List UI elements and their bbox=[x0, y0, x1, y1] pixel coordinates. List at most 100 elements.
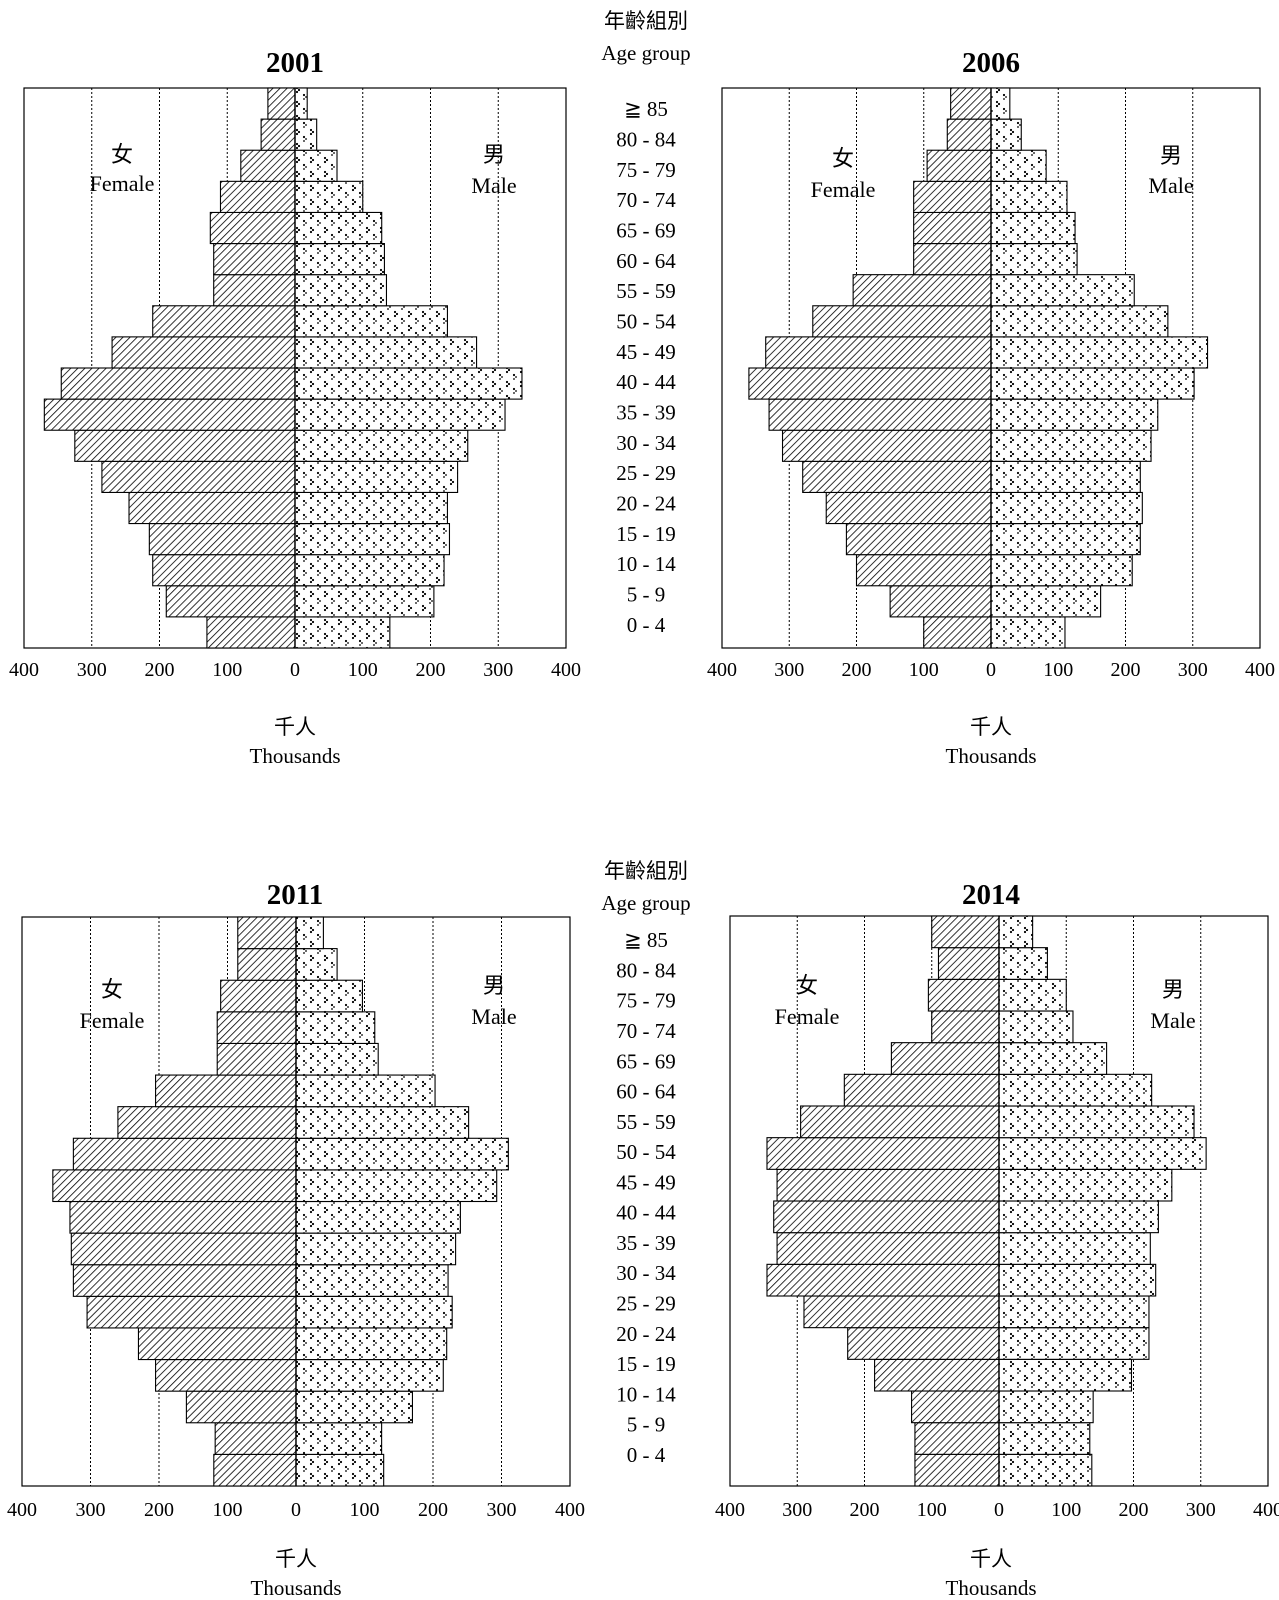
age-group-heading-zh: 年齡組別 bbox=[604, 859, 688, 883]
x-tick-labels: 400 300 200 100 0 100 200 300 400 bbox=[715, 1499, 1279, 1521]
unit-label-zh: 千人 bbox=[970, 715, 1012, 739]
female-bar bbox=[913, 243, 992, 276]
male-bar bbox=[295, 1074, 436, 1108]
age-group-label: 25 - 29 bbox=[616, 1291, 676, 1315]
female-bar bbox=[209, 211, 296, 245]
male-bar bbox=[998, 1295, 1150, 1329]
female-bar bbox=[52, 1169, 297, 1203]
male-bar bbox=[294, 491, 448, 525]
female-bar bbox=[748, 367, 992, 400]
age-group-label: 60 - 64 bbox=[616, 249, 676, 273]
bars bbox=[43, 87, 523, 649]
female-bar bbox=[927, 978, 1000, 1012]
female-bar bbox=[931, 1010, 1000, 1044]
male-bar bbox=[295, 1453, 385, 1487]
female-bar bbox=[216, 1011, 297, 1044]
male-bar bbox=[990, 367, 1195, 400]
male-bar bbox=[295, 1137, 509, 1171]
x-tick-labels: 400 300 200 100 0 100 200 300 400 bbox=[9, 659, 581, 681]
female-bar bbox=[911, 1390, 1000, 1424]
male-bar bbox=[295, 979, 363, 1013]
x-tick-label: 100 bbox=[212, 659, 242, 681]
female-bar bbox=[855, 554, 992, 587]
female-bar bbox=[101, 460, 296, 493]
age-group-labels: 0 - 4 5 - 9 10 - 14 15 - 19 20 - 24 25 - 29 30… bbox=[616, 97, 676, 637]
age-group-column-top: 年齡組別 Age group 0 - 4 5 - 9 10 - 14 15 - 19 2… bbox=[601, 9, 690, 637]
age-group-label: 35 - 39 bbox=[616, 1231, 676, 1255]
male-bar bbox=[295, 916, 324, 950]
female-bar bbox=[931, 915, 1000, 949]
male-bar bbox=[990, 274, 1135, 307]
male-bar bbox=[990, 616, 1066, 649]
x-tick-label: 100 bbox=[909, 659, 939, 681]
female-label-en: Female bbox=[775, 1004, 840, 1029]
age-group-label: 70 - 74 bbox=[616, 188, 676, 212]
male-bar bbox=[990, 118, 1022, 151]
age-group-label: 0 - 4 bbox=[627, 1443, 666, 1467]
age-group-label: 70 - 74 bbox=[616, 1019, 676, 1043]
female-bar bbox=[781, 429, 992, 462]
x-tick-label: 200 bbox=[1111, 659, 1141, 681]
female-bar bbox=[852, 274, 992, 307]
age-group-label: 10 - 14 bbox=[616, 1382, 676, 1406]
x-tick-label: 400 bbox=[715, 1499, 745, 1521]
unit-label-en: Thousands bbox=[946, 744, 1037, 768]
female-bar bbox=[43, 398, 296, 431]
female-bar bbox=[86, 1295, 297, 1329]
female-bar bbox=[237, 916, 297, 950]
male-bar bbox=[998, 1168, 1173, 1202]
female-bar bbox=[874, 1358, 1000, 1392]
male-bar bbox=[294, 429, 469, 462]
male-bar bbox=[294, 243, 385, 276]
male-label-zh: 男 bbox=[1162, 977, 1184, 1002]
female-bar bbox=[913, 211, 992, 245]
male-bar bbox=[295, 1106, 470, 1139]
x-tick-label: 200 bbox=[418, 1499, 448, 1521]
male-bar bbox=[294, 87, 308, 120]
female-bar bbox=[72, 1137, 297, 1171]
age-group-label: 50 - 54 bbox=[616, 310, 676, 334]
male-label-en: Male bbox=[471, 1004, 516, 1029]
female-label-en: Female bbox=[80, 1008, 145, 1033]
x-tick-label: 300 bbox=[77, 659, 107, 681]
chart-title: 2001 bbox=[266, 47, 324, 79]
bars bbox=[766, 915, 1207, 1487]
male-bar bbox=[990, 149, 1047, 182]
x-tick-label: 200 bbox=[850, 1499, 880, 1521]
age-group-label: 5 - 9 bbox=[627, 583, 666, 607]
age-group-label: 25 - 29 bbox=[616, 461, 676, 485]
male-bar bbox=[990, 398, 1159, 431]
x-tick-label: 100 bbox=[1051, 1499, 1081, 1521]
x-tick-label: 300 bbox=[1178, 659, 1208, 681]
pyramid-2001: 2001 400 300 200 100 0 100 200 300 400 女 Female … bbox=[9, 47, 581, 768]
x-tick-label: 300 bbox=[782, 1499, 812, 1521]
male-bar bbox=[998, 1263, 1157, 1297]
male-label-zh: 男 bbox=[483, 142, 505, 167]
x-tick-label: 0 bbox=[291, 1499, 301, 1521]
age-group-label: 80 - 84 bbox=[616, 958, 676, 982]
age-group-label: ≧ 85 bbox=[624, 97, 668, 121]
unit-label-zh: 千人 bbox=[970, 1547, 1012, 1571]
bars bbox=[52, 916, 509, 1487]
age-group-label: 20 - 24 bbox=[616, 1322, 676, 1346]
male-bar bbox=[295, 948, 338, 981]
age-group-label: 10 - 14 bbox=[616, 552, 676, 576]
x-tick-labels: 400 300 200 100 0 100 200 300 400 bbox=[707, 659, 1275, 681]
female-bar bbox=[128, 491, 296, 525]
female-bar bbox=[152, 305, 296, 338]
x-tick-label: 300 bbox=[1186, 1499, 1216, 1521]
age-group-label: 20 - 24 bbox=[616, 492, 676, 516]
x-tick-label: 400 bbox=[1253, 1499, 1279, 1521]
female-bar bbox=[117, 1106, 297, 1139]
age-group-label: 40 - 44 bbox=[616, 370, 676, 394]
bars bbox=[748, 87, 1209, 649]
x-tick-label: 300 bbox=[774, 659, 804, 681]
male-bar bbox=[295, 1390, 413, 1424]
pyramid-2006: 2006 400 300 200 100 0 100 200 300 400 女 Female … bbox=[707, 47, 1275, 768]
unit-label-zh: 千人 bbox=[274, 715, 316, 739]
male-label-zh: 男 bbox=[1160, 143, 1182, 168]
female-label-zh: 女 bbox=[832, 146, 854, 171]
female-bar bbox=[773, 1200, 1000, 1234]
female-bar bbox=[950, 87, 992, 120]
age-group-label: 65 - 69 bbox=[616, 1049, 676, 1073]
